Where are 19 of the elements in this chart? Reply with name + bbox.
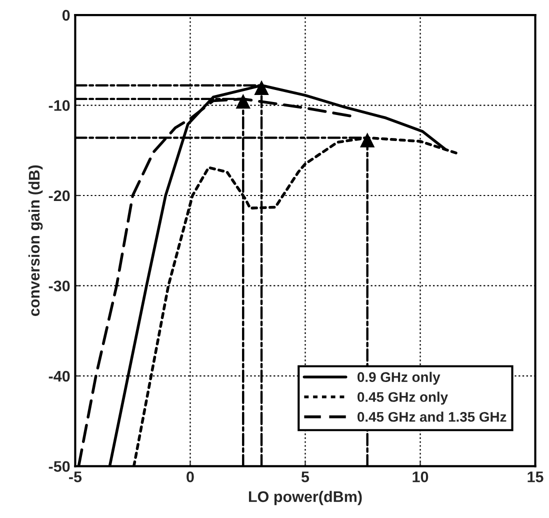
point [360, 134, 374, 148]
point [254, 81, 268, 96]
legend-label: 0.9 GHz only [358, 372, 440, 385]
x-tick-label: 10 [412, 471, 428, 482]
y-tick-label: -10 [48, 100, 70, 111]
legend-label: 0.45 GHz and 1.35 GHz [358, 412, 506, 422]
x-tick-label: 0 [186, 471, 194, 482]
y-tick-label: -40 [48, 370, 70, 382]
y-tick-label: -20 [48, 190, 70, 202]
y-axis-title: conversion gain (dB) [28, 165, 43, 316]
x-tick-label: -5 [69, 472, 82, 482]
y-tick-label: -50 [48, 461, 70, 472]
x-tick-label: 5 [301, 472, 310, 482]
x-axis-title: LO power(dBm) [248, 490, 362, 506]
legend-label: 0.45 GHz only [358, 392, 448, 405]
point [236, 94, 250, 109]
y-tick-label: -30 [48, 280, 70, 292]
x-tick-label: 15 [528, 472, 544, 482]
y-tick-label: 0 [62, 10, 70, 21]
